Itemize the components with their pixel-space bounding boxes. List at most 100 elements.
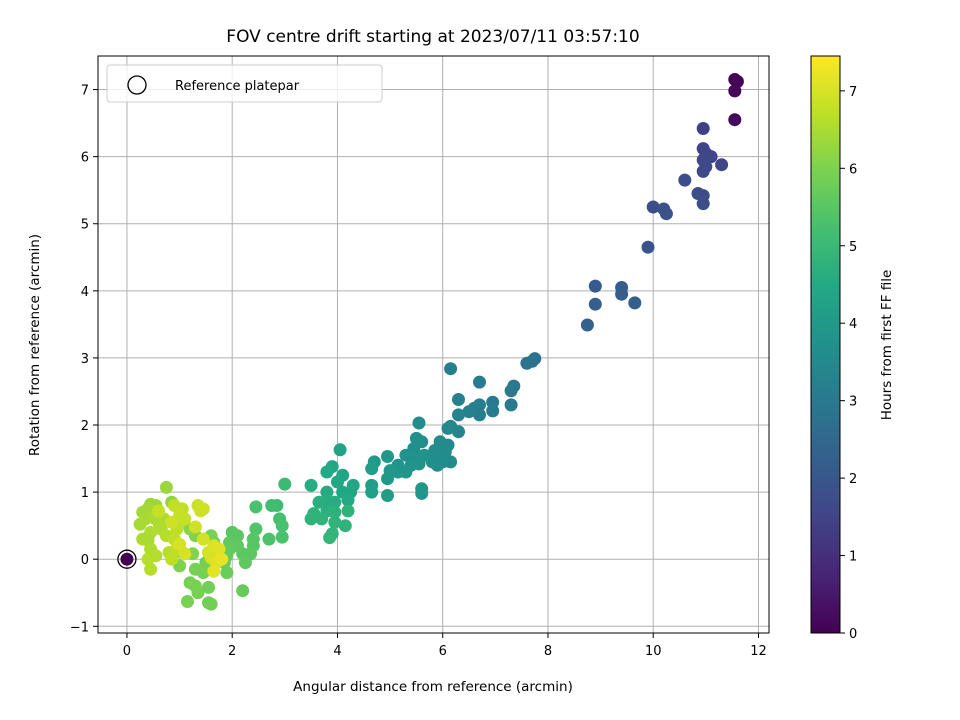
- data-point: [149, 549, 163, 563]
- data-point: [473, 408, 486, 422]
- data-point: [346, 478, 360, 492]
- reference-point-fill: [120, 552, 134, 566]
- data-point: [341, 493, 355, 507]
- data-point: [580, 318, 594, 332]
- reference-point-ring: [117, 549, 137, 569]
- data-point: [304, 478, 318, 492]
- reference-marker: [117, 549, 137, 569]
- x-tick-label: 4: [333, 644, 341, 659]
- data-point: [333, 443, 347, 457]
- data-point: [341, 504, 355, 518]
- data-point: [615, 287, 629, 301]
- x-tick-label: 6: [439, 644, 447, 659]
- y-tick-label: 7: [81, 84, 89, 99]
- x-tick-label: 8: [544, 644, 552, 659]
- data-point: [588, 297, 602, 311]
- data-point: [159, 480, 173, 494]
- data-point: [236, 584, 250, 598]
- x-tick-label: 0: [123, 644, 131, 659]
- data-point: [275, 519, 289, 533]
- legend-box: [106, 64, 383, 103]
- x-tick-label: 2: [228, 644, 236, 659]
- data-point: [696, 122, 710, 135]
- data-point: [409, 431, 423, 445]
- data-point: [365, 462, 379, 476]
- data-point: [320, 465, 334, 479]
- data-point: [278, 477, 292, 491]
- chart-title: FOV centre drift starting at 2023/07/11 …: [226, 27, 639, 47]
- data-point: [323, 531, 337, 545]
- legend-label: Reference platepar: [175, 79, 300, 94]
- legend-marker-icon: [127, 75, 147, 95]
- data-point: [249, 500, 263, 514]
- data-point: [202, 580, 215, 594]
- data-point: [452, 408, 465, 422]
- colorbar-tick-label: 0: [849, 627, 857, 642]
- data-point: [659, 207, 673, 221]
- data-point: [215, 552, 229, 566]
- data-point: [262, 532, 276, 546]
- data-point: [265, 499, 279, 512]
- data-point: [462, 405, 476, 419]
- data-point: [188, 520, 202, 534]
- y-tick-label: 2: [81, 419, 89, 434]
- colorbar-tick-label: 6: [849, 162, 857, 177]
- data-point: [436, 455, 450, 469]
- data-point: [473, 375, 486, 389]
- data-point: [238, 556, 252, 570]
- data-point: [220, 566, 234, 580]
- data-point: [207, 564, 221, 578]
- x-axis-label: Angular distance from reference (arcmin): [293, 679, 573, 695]
- data-point: [328, 515, 342, 529]
- points: [133, 73, 744, 611]
- y-tick-label: 3: [81, 352, 89, 367]
- y-tick-label: 1: [81, 486, 89, 501]
- data-point: [165, 515, 179, 529]
- data-point: [381, 450, 394, 463]
- data-point: [275, 530, 289, 544]
- legend: Reference platepar: [106, 64, 383, 103]
- data-point: [188, 579, 202, 593]
- y-ticks: −1 0 1 2 3 4 5 6 7: [70, 84, 98, 635]
- colorbar-tick-label: 1: [849, 550, 857, 565]
- data-point: [152, 504, 165, 518]
- data-point: [165, 552, 179, 566]
- data-point: [381, 472, 394, 486]
- data-point: [202, 596, 215, 610]
- colorbar-tick-label: 2: [849, 472, 857, 487]
- data-point: [365, 485, 379, 499]
- data-point: [641, 240, 655, 254]
- y-tick-label: 5: [81, 218, 89, 233]
- colorbar: [810, 55, 841, 634]
- data-point: [520, 356, 534, 370]
- colorbar-ticks: 0 1 2 3 4 5 6 7: [840, 85, 857, 642]
- data-point: [728, 113, 742, 127]
- y-tick-label: 4: [81, 285, 89, 300]
- y-tick-label: 6: [81, 151, 89, 166]
- colorbar-tick-label: 7: [849, 85, 857, 100]
- y-tick-label: −1: [70, 620, 89, 635]
- colorbar-label: Hours from first FF file: [879, 270, 895, 421]
- data-point: [178, 512, 192, 526]
- data-point: [444, 362, 458, 376]
- x-ticks: 0 2 4 6 8 10 12: [123, 633, 767, 659]
- colorbar-tick-label: 5: [849, 240, 857, 255]
- data-point: [328, 495, 342, 509]
- data-point: [696, 197, 710, 211]
- data-point: [504, 384, 518, 398]
- data-point: [315, 512, 329, 526]
- data-point: [381, 489, 394, 502]
- data-point: [646, 200, 660, 214]
- data-point: [728, 84, 742, 98]
- plot-frame: [97, 55, 770, 634]
- data-point: [696, 164, 710, 178]
- data-point: [249, 522, 263, 536]
- data-point: [588, 279, 602, 293]
- data-point: [212, 542, 226, 556]
- data-point: [628, 296, 642, 310]
- data-point: [486, 404, 500, 418]
- data-point: [338, 519, 352, 533]
- data-point: [136, 532, 150, 546]
- data-point: [188, 562, 202, 576]
- data-point: [194, 504, 208, 518]
